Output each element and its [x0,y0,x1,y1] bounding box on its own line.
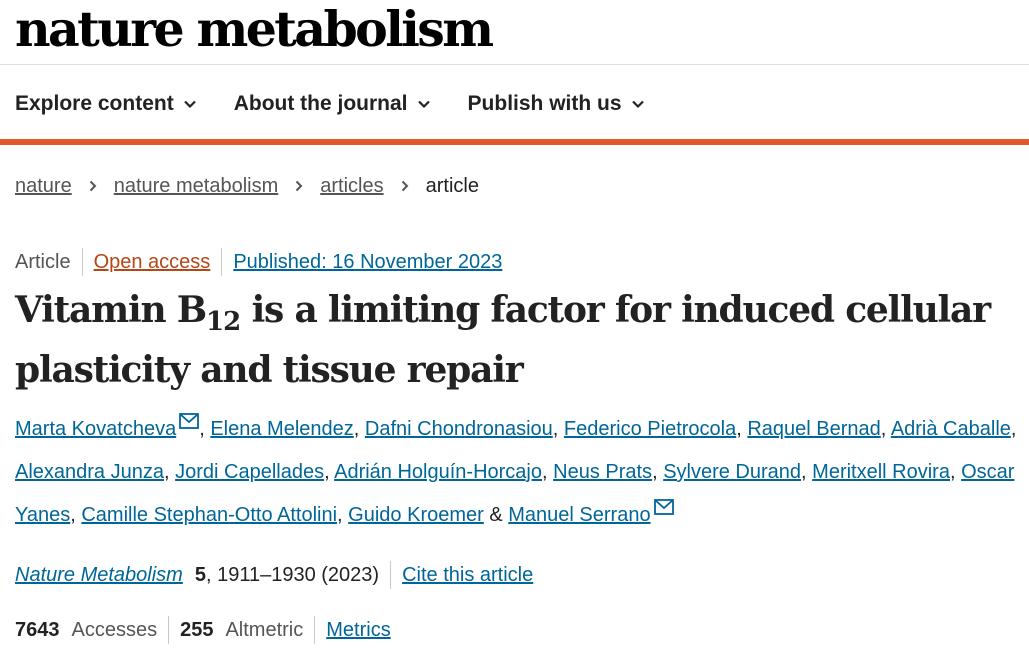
author-link[interactable]: Elena Melendez [210,418,354,440]
meta-divider [81,248,83,276]
breadcrumb-current: article [425,174,479,197]
citation-line: Nature Metabolism 5 , 1911–1930 (2023) C… [15,560,533,590]
accesses-label: Accesses [71,618,158,641]
published-date-link[interactable]: Published: 16 November 2023 [233,250,503,273]
chevron-down-icon [183,100,196,109]
volume: 5 [194,563,206,586]
title-part2: is a limiting factor for induced cellula… [15,289,991,391]
header-divider [0,64,1029,65]
chevron-down-icon [417,100,430,109]
altmetric-label: Altmetric [225,618,304,641]
author-link[interactable]: Adrià Caballe [890,418,1011,440]
pages-year: , 1911–1930 (2023) [205,563,380,586]
article-stats: 7643 Accesses 255 Altmetric Metrics [15,615,391,645]
author-link[interactable]: Federico Pietrocola [563,418,737,440]
author-link[interactable]: Oscar Yanes [15,461,1015,526]
accent-bar [0,139,1029,145]
chevron-down-icon [631,100,644,109]
title-subscript: 12 [206,307,241,337]
author-link[interactable]: Dafni Chondronasiou [364,418,553,440]
envelope-icon[interactable] [179,413,200,429]
meta-divider [221,248,223,276]
envelope-icon[interactable] [653,499,674,515]
author-link[interactable]: Guido Kroemer [348,504,484,526]
author-link[interactable]: Marta Kovatcheva [15,418,177,440]
author-link[interactable]: Meritxell Rovira [812,461,950,483]
author-joiner: & [489,504,503,526]
author-link[interactable]: Sylvere Durand [663,461,802,483]
author-link[interactable]: Camille Stephan-Otto Attolini [81,504,338,526]
nav-about-journal[interactable]: About the journal [234,88,432,120]
stats-divider [168,616,170,644]
author-link[interactable]: Neus Prats [553,461,653,483]
cite-this-article-link[interactable]: Cite this article [402,563,534,586]
article-type: Article [15,250,71,273]
article-meta: Article Open access Published: 16 Novemb… [15,247,502,277]
author-link[interactable]: Jordi Capellades [175,461,325,483]
nav-publish-with-us[interactable]: Publish with us [468,88,646,120]
breadcrumb: nature nature metabolism articles articl… [15,172,479,200]
journal-logo[interactable]: nature metabolism [15,0,494,58]
citation-divider [390,561,392,589]
journal-name-link[interactable]: Nature Metabolism [15,563,183,586]
breadcrumb-nature[interactable]: nature [15,174,72,197]
nav-explore-content[interactable]: Explore content [15,88,198,120]
breadcrumb-nature-metabolism[interactable]: nature metabolism [113,174,279,197]
chevron-right-icon [296,180,303,192]
title-part1: Vitamin B [15,289,207,331]
author-list: Marta Kovatcheva, Elena Melendez, Dafni … [15,408,1025,537]
chevron-right-icon [89,180,97,192]
chevron-right-icon [401,180,409,192]
altmetric-count: 255 [180,618,214,641]
article-title: Vitamin B12 is a limiting factor for ind… [15,286,1015,394]
accesses-count: 7643 [15,618,60,641]
nav-explore-content-label: Explore content [15,92,174,115]
author-link[interactable]: Alexandra Junza [15,461,164,483]
stats-divider [314,616,316,644]
open-access-link[interactable]: Open access [93,250,211,273]
author-link[interactable]: Manuel Serrano [508,504,651,526]
main-nav: Explore content About the journal Publis… [15,88,682,120]
author-link[interactable]: Adrián Holguín-Horcajo [334,461,542,483]
metrics-link[interactable]: Metrics [326,618,391,641]
nav-publish-with-us-label: Publish with us [467,92,622,115]
breadcrumb-articles[interactable]: articles [320,174,384,197]
nav-about-journal-label: About the journal [233,92,408,115]
author-link[interactable]: Raquel Bernad [747,418,881,440]
